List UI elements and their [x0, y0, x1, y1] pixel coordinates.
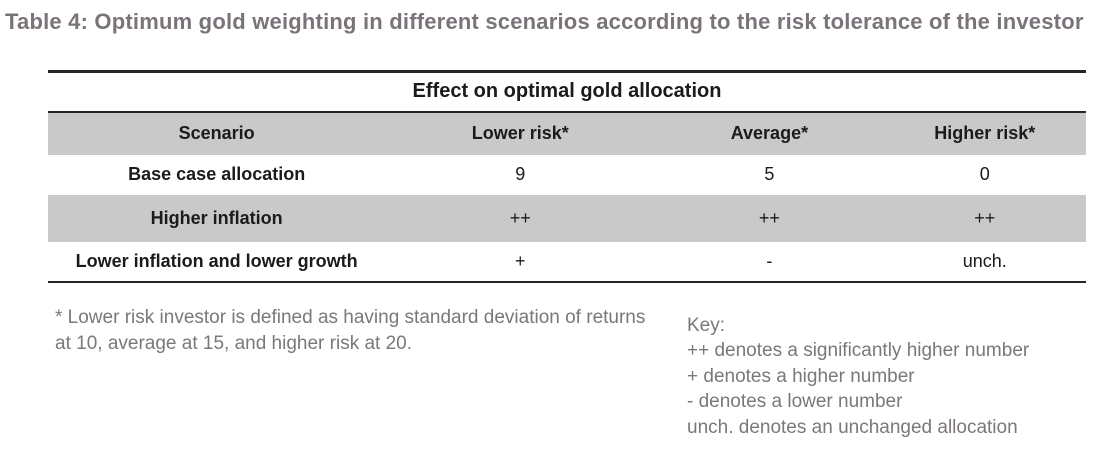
cell-value: ++	[385, 194, 656, 242]
table-row-higher-inflation: Higher inflation ++ ++ ++	[48, 194, 1086, 242]
column-header-lower-risk: Lower risk*	[385, 111, 656, 155]
cell-value: unch.	[962, 250, 1007, 271]
key-heading: Key:	[687, 314, 726, 336]
table-caption: Effect on optimal gold allocation	[48, 71, 1086, 113]
key-item: ++ denotes a significantly higher number	[687, 340, 1030, 361]
column-header-scenario: Scenario	[48, 111, 386, 155]
key-item: + denotes a higher number	[687, 365, 915, 387]
cell-value: 0	[979, 164, 990, 184]
cell-value: 5	[764, 164, 775, 184]
table-caption-row: Effect on optimal gold allocation	[48, 71, 1086, 113]
column-header-average: Average*	[655, 111, 884, 155]
cell-value: 9	[515, 164, 526, 184]
notes-section: * Lower risk investor is defined as havi…	[55, 305, 1119, 441]
key-legend: Key: ++ denotes a significantly higher n…	[687, 305, 1029, 441]
row-label: Lower inflation and lower growth	[75, 250, 358, 271]
cell-value: ++	[655, 194, 884, 242]
cell-value: ++	[883, 194, 1086, 242]
row-label: Higher inflation	[48, 194, 386, 242]
cell-value: +	[515, 250, 526, 271]
table-footnote: * Lower risk investor is defined as havi…	[55, 306, 646, 354]
column-header-higher-risk: Higher risk*	[883, 111, 1086, 155]
key-item: unch. denotes an unchanged allocation	[687, 416, 1018, 438]
row-label: Base case allocation	[128, 164, 306, 184]
table-row-base-case: Base case allocation 9 5 0	[48, 155, 1086, 195]
gold-allocation-table: Effect on optimal gold allocation Scenar…	[48, 70, 1086, 283]
page-title: Table 4: Optimum gold weighting in diffe…	[5, 9, 1084, 34]
table-header-row: Scenario Lower risk* Average* Higher ris…	[48, 111, 1086, 155]
table-row-lower-inflation-growth: Lower inflation and lower growth + - unc…	[48, 242, 1086, 282]
key-item: - denotes a lower number	[687, 391, 903, 412]
cell-value: -	[766, 250, 773, 271]
